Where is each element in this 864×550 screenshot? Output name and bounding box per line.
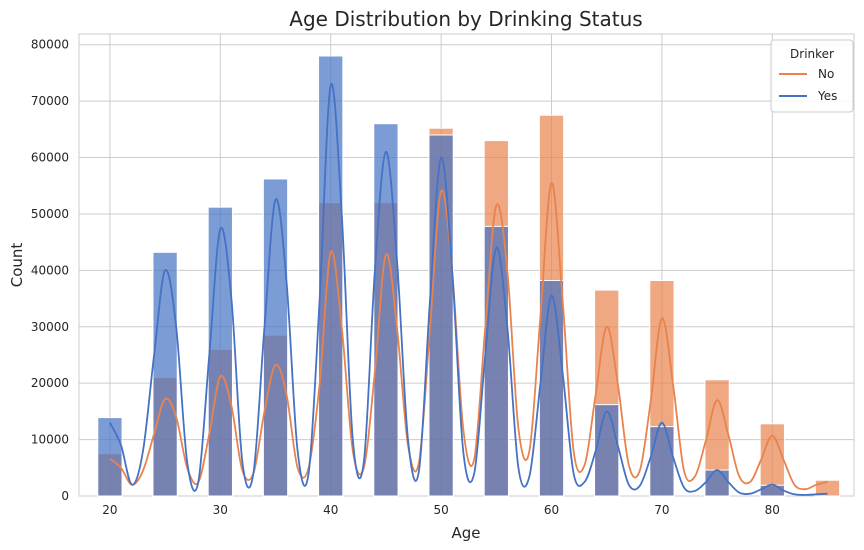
bar-yes-40 [318,55,344,497]
x-tick-label: 50 [433,503,448,517]
y-tick-label: 40000 [31,263,69,277]
bar-yes-75 [704,469,730,497]
bar-yes-80 [759,484,785,497]
bar-yes-35 [262,178,289,497]
x-axis-label: Age [451,524,480,542]
x-tick-label: 20 [102,503,117,517]
x-tick-label: 30 [213,503,228,517]
bar-yes-30 [207,206,233,497]
x-tick-label: 60 [544,503,559,517]
kde-curve-yes [109,82,828,496]
bar-yes-45 [373,123,399,497]
y-axis-ticks: 0 10000 20000 30000 40000 50000 60000 70000 8000… [31,38,69,503]
bar-yes-25 [152,251,178,497]
plot-background [78,33,855,497]
y-tick-label: 60000 [31,151,69,165]
legend-title: Drinker [790,47,834,61]
x-axis-ticks: 20 30 40 50 60 70 80 [102,503,780,517]
y-tick-label: 30000 [31,320,69,334]
x-tick-label: 80 [765,503,780,517]
bar-yes-65 [594,404,620,497]
kde-curves [109,82,828,496]
y-axis-label: Count [8,243,26,288]
y-tick-label: 10000 [31,433,69,447]
legend-label-yes: Yes [817,89,837,103]
y-tick-label: 0 [61,489,69,503]
legend: Drinker No Yes [770,39,854,113]
y-tick-label: 70000 [31,94,69,108]
chart-title: Age Distribution by Drinking Status [289,7,642,31]
y-tick-label: 80000 [31,38,69,52]
bar-yes-70 [649,426,675,497]
bar-yes-60 [538,280,565,497]
bar-yes-50 [428,134,454,497]
y-tick-label: 20000 [31,376,69,390]
y-tick-label: 50000 [31,207,69,221]
bar-yes-55 [483,225,509,497]
bar-yes-20 [97,417,123,497]
x-tick-label: 70 [654,503,669,517]
kde-curve-no [109,181,828,491]
legend-label-no: No [818,67,834,81]
legend-box [770,39,854,113]
x-tick-label: 40 [323,503,338,517]
